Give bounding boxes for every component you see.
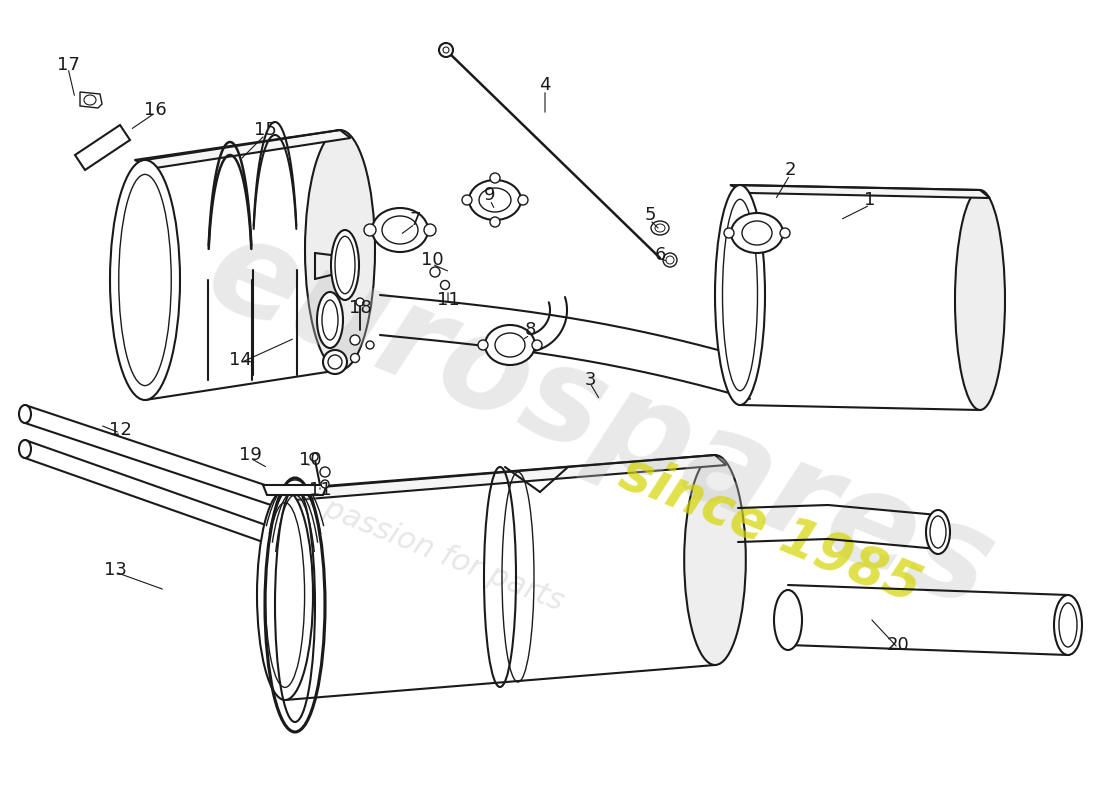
Ellipse shape: [356, 298, 364, 306]
Text: 2: 2: [784, 161, 795, 179]
Ellipse shape: [732, 213, 783, 253]
Text: 12: 12: [109, 421, 131, 439]
Ellipse shape: [478, 340, 488, 350]
Ellipse shape: [440, 281, 450, 290]
Text: 1: 1: [865, 191, 876, 209]
Ellipse shape: [774, 590, 802, 650]
Ellipse shape: [469, 180, 521, 220]
Ellipse shape: [331, 230, 359, 300]
Text: eurospares: eurospares: [189, 205, 1011, 635]
Text: 9: 9: [484, 186, 496, 204]
Polygon shape: [80, 92, 102, 108]
Text: 7: 7: [409, 211, 420, 229]
Ellipse shape: [317, 292, 343, 348]
Text: 13: 13: [103, 561, 127, 579]
Ellipse shape: [321, 480, 329, 488]
Text: 18: 18: [349, 299, 372, 317]
Text: 14: 14: [229, 351, 252, 369]
Ellipse shape: [724, 228, 734, 238]
Ellipse shape: [462, 195, 472, 205]
Ellipse shape: [310, 453, 318, 461]
Ellipse shape: [490, 173, 500, 183]
Ellipse shape: [323, 350, 346, 374]
Ellipse shape: [350, 335, 360, 345]
Ellipse shape: [305, 130, 375, 370]
Ellipse shape: [490, 217, 500, 227]
Text: 6: 6: [654, 246, 666, 264]
Text: 15: 15: [254, 121, 276, 139]
Text: 16: 16: [144, 101, 166, 119]
Text: 17: 17: [56, 56, 79, 74]
Text: 5: 5: [645, 206, 656, 224]
Polygon shape: [263, 485, 327, 495]
Ellipse shape: [684, 455, 746, 665]
Ellipse shape: [439, 43, 453, 57]
Ellipse shape: [19, 405, 31, 423]
Ellipse shape: [955, 190, 1005, 410]
Ellipse shape: [926, 510, 950, 554]
Ellipse shape: [1054, 595, 1082, 655]
Text: since 1985: since 1985: [613, 446, 927, 614]
Ellipse shape: [715, 185, 764, 405]
Ellipse shape: [351, 354, 360, 362]
Ellipse shape: [110, 160, 180, 400]
Polygon shape: [274, 455, 726, 500]
Ellipse shape: [364, 224, 376, 236]
Ellipse shape: [651, 221, 669, 235]
Polygon shape: [134, 130, 351, 168]
Text: 19: 19: [239, 446, 262, 464]
Ellipse shape: [430, 267, 440, 277]
Text: 11: 11: [309, 481, 331, 499]
Text: 11: 11: [437, 291, 460, 309]
Text: 20: 20: [887, 636, 910, 654]
Text: a passion for parts: a passion for parts: [293, 483, 568, 617]
Text: 4: 4: [539, 76, 551, 94]
Ellipse shape: [518, 195, 528, 205]
Ellipse shape: [485, 325, 535, 365]
Ellipse shape: [372, 208, 428, 252]
Ellipse shape: [19, 440, 31, 458]
Ellipse shape: [257, 490, 314, 700]
Text: 10: 10: [420, 251, 443, 269]
Ellipse shape: [424, 224, 436, 236]
Ellipse shape: [366, 341, 374, 349]
Text: 8: 8: [525, 321, 536, 339]
Ellipse shape: [320, 467, 330, 477]
Ellipse shape: [532, 340, 542, 350]
Polygon shape: [730, 185, 990, 198]
Ellipse shape: [780, 228, 790, 238]
Ellipse shape: [663, 253, 676, 267]
Text: 10: 10: [299, 451, 321, 469]
Text: 3: 3: [584, 371, 596, 389]
Polygon shape: [75, 125, 130, 170]
